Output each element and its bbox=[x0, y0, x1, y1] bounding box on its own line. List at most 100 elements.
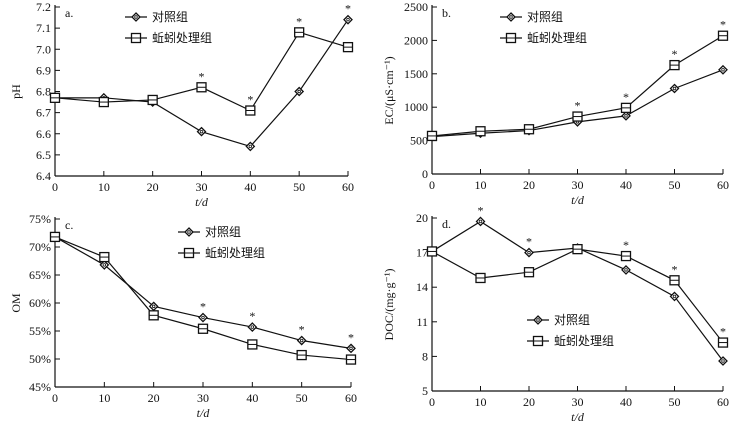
significance-star: * bbox=[623, 90, 629, 104]
diamond-marker-center bbox=[297, 89, 301, 94]
x-tick-label: 20 bbox=[147, 180, 159, 194]
legend-label: 蚯蚓处理组 bbox=[205, 245, 265, 260]
diamond-marker-center bbox=[299, 338, 304, 343]
x-tick-label: 40 bbox=[244, 180, 256, 194]
y-tick-label: 500 bbox=[410, 134, 428, 148]
y-tick-label: 8 bbox=[422, 349, 428, 363]
x-tick-label: 0 bbox=[52, 391, 58, 405]
diamond-marker-center bbox=[151, 304, 156, 309]
x-tick-label: 50 bbox=[296, 391, 308, 405]
legend-label: 对照组 bbox=[205, 225, 241, 239]
y-tick-label: 5 bbox=[422, 384, 428, 398]
legend-label: 对照组 bbox=[152, 10, 188, 24]
legend-label: 蚯蚓处理组 bbox=[554, 333, 614, 348]
diamond-marker-center bbox=[134, 15, 138, 19]
x-tick-label: 20 bbox=[523, 395, 535, 409]
y-tick-label: 65% bbox=[29, 268, 51, 282]
y-tick-label: 7.2 bbox=[36, 0, 51, 14]
x-tick-label: 10 bbox=[475, 178, 487, 192]
x-axis-label: t/d bbox=[571, 410, 585, 424]
x-tick-label: 0 bbox=[429, 395, 435, 409]
x-tick-label: 50 bbox=[669, 178, 681, 192]
y-axis-label: pH bbox=[9, 84, 23, 99]
significance-star: * bbox=[720, 18, 726, 32]
x-tick-label: 30 bbox=[196, 180, 208, 194]
significance-star: * bbox=[672, 262, 678, 276]
y-axis-label: OM bbox=[9, 293, 23, 313]
significance-star: * bbox=[526, 235, 532, 249]
x-tick-label: 50 bbox=[669, 395, 681, 409]
panel-label: a. bbox=[65, 6, 73, 20]
significance-star: * bbox=[199, 69, 205, 83]
diamond-marker-center bbox=[248, 144, 253, 149]
significance-star: * bbox=[575, 99, 581, 113]
significance-star: * bbox=[348, 330, 354, 344]
x-tick-label: 30 bbox=[572, 395, 584, 409]
significance-star: * bbox=[478, 203, 484, 217]
panel-label: b. bbox=[442, 6, 451, 20]
y-tick-label: 6.8 bbox=[36, 85, 51, 99]
x-tick-label: 40 bbox=[620, 395, 632, 409]
diamond-marker-center bbox=[201, 315, 205, 320]
y-tick-label: 75% bbox=[29, 212, 51, 226]
y-tick-label: 6.4 bbox=[36, 169, 51, 183]
panel-a: 0 10 20 30 40 50 60 6.4 6.5 6.6 6.7 6.8 6.9 7.0 7.1 7.2… bbox=[9, 0, 354, 209]
diamond-marker-center bbox=[187, 230, 191, 234]
x-tick-label: 60 bbox=[342, 180, 354, 194]
significance-star: * bbox=[299, 323, 305, 337]
significance-star: * bbox=[345, 2, 351, 16]
x-tick-label: 50 bbox=[293, 180, 305, 194]
y-tick-label: 60% bbox=[29, 296, 51, 310]
diamond-marker-center bbox=[478, 219, 483, 224]
x-tick-label: 60 bbox=[717, 178, 729, 192]
y-tick-label: 6.9 bbox=[36, 63, 51, 77]
significance-star: * bbox=[247, 93, 253, 107]
panel-b: 0 10 20 30 40 50 60 0 500 1000 1500 2000 2500 t/d EC/(… bbox=[382, 0, 729, 207]
x-axis-label: t/d bbox=[195, 195, 209, 209]
y-tick-label: 20 bbox=[416, 211, 428, 225]
y-tick-label: 7.1 bbox=[36, 21, 51, 35]
y-tick-label: 14 bbox=[416, 280, 428, 294]
significance-star: * bbox=[249, 309, 255, 323]
y-tick-label: 11 bbox=[416, 315, 428, 329]
diamond-marker-center bbox=[536, 318, 540, 322]
y-tick-label: 6.5 bbox=[36, 148, 51, 162]
diamond-marker-center bbox=[624, 268, 628, 272]
x-tick-label: 40 bbox=[246, 391, 258, 405]
x-tick-label: 30 bbox=[197, 391, 209, 405]
legend-label: 蚯蚓处理组 bbox=[152, 30, 212, 45]
x-tick-label: 30 bbox=[572, 178, 584, 192]
significance-star: * bbox=[296, 14, 302, 28]
diamond-marker-center bbox=[509, 15, 513, 19]
y-tick-label: 17 bbox=[416, 246, 428, 260]
x-tick-label: 20 bbox=[523, 178, 535, 192]
x-tick-label: 10 bbox=[98, 180, 110, 194]
y-tick-label: 55% bbox=[29, 324, 51, 338]
diamond-marker-center bbox=[102, 263, 107, 267]
y-tick-label: 6.6 bbox=[36, 127, 51, 141]
x-tick-label: 60 bbox=[345, 391, 357, 405]
diamond-marker-center bbox=[346, 17, 350, 22]
y-tick-label: 7.0 bbox=[36, 42, 51, 56]
x-tick-label: 20 bbox=[148, 391, 160, 405]
panel-label: d. bbox=[442, 217, 451, 231]
y-axis-label: DOC/(mg·g⁻¹) bbox=[382, 269, 396, 341]
y-tick-label: 2500 bbox=[404, 0, 428, 14]
panel-c: 0 10 20 30 40 50 60 45% 50% 55% 60% 65% 70% 75% t/d OM c… bbox=[9, 212, 357, 420]
x-tick-label: 0 bbox=[429, 178, 435, 192]
y-tick-label: 2000 bbox=[404, 33, 428, 47]
x-axis-label: t/d bbox=[571, 193, 585, 207]
diamond-marker-center bbox=[199, 129, 204, 134]
diamond-marker-center bbox=[672, 86, 677, 91]
x-tick-label: 10 bbox=[98, 391, 110, 405]
x-axis-label: t/d bbox=[197, 406, 211, 420]
diamond-marker-center bbox=[624, 114, 628, 118]
y-axis-label: EC/(μS·cm⁻¹) bbox=[382, 56, 396, 124]
significance-star: * bbox=[200, 300, 206, 314]
y-tick-label: 1000 bbox=[404, 100, 428, 114]
x-tick-label: 60 bbox=[717, 395, 729, 409]
y-tick-label: 50% bbox=[29, 352, 51, 366]
y-tick-label: 45% bbox=[29, 380, 51, 394]
panel-d: 0 10 20 30 40 50 60 5 8 11 14 17 20 t/d DOC/(mg·g⁻¹) d.… bbox=[382, 203, 729, 424]
